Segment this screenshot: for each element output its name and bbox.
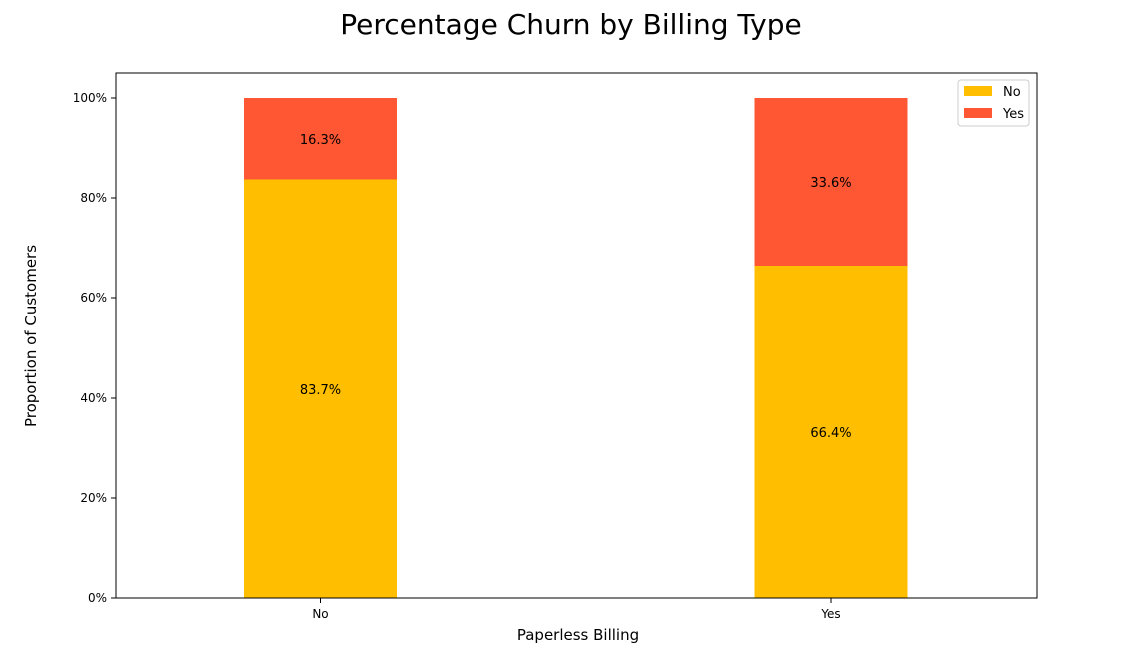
y-tick-label: 0%	[88, 591, 107, 605]
legend: No Yes	[957, 79, 1030, 127]
legend-swatch	[964, 86, 992, 96]
data-labels-group: 83.7% 16.3% 66.4% 33.6%	[300, 133, 852, 441]
x-axis: No Yes	[312, 598, 841, 621]
x-tick-label: Yes	[820, 607, 840, 621]
bars-group	[244, 98, 908, 598]
y-tick-label: 80%	[80, 191, 107, 205]
y-tick-label: 100%	[73, 91, 107, 105]
bar-yes-no	[754, 266, 908, 598]
legend-swatch	[964, 108, 992, 118]
bar-no-no	[244, 179, 397, 598]
data-label: 33.6%	[810, 176, 851, 191]
y-axis: 0% 20% 40% 60% 80% 100%	[73, 91, 116, 605]
data-label: 83.7%	[300, 383, 341, 398]
legend-label: Yes	[1002, 107, 1024, 122]
y-tick-label: 40%	[80, 391, 107, 405]
y-axis-label: Proportion of Customers	[22, 245, 40, 427]
data-label: 66.4%	[810, 426, 851, 441]
chart-title: Percentage Churn by Billing Type	[340, 8, 801, 41]
legend-label: No	[1003, 85, 1021, 100]
x-axis-label: Paperless Billing	[517, 626, 639, 644]
data-label: 16.3%	[300, 133, 341, 148]
bar-no-yes	[244, 98, 397, 180]
bar-yes-yes	[754, 98, 908, 266]
plot-frame	[115, 72, 1038, 599]
y-tick-label: 60%	[80, 291, 107, 305]
x-tick-label: No	[312, 607, 328, 621]
y-tick-label: 20%	[80, 491, 107, 505]
